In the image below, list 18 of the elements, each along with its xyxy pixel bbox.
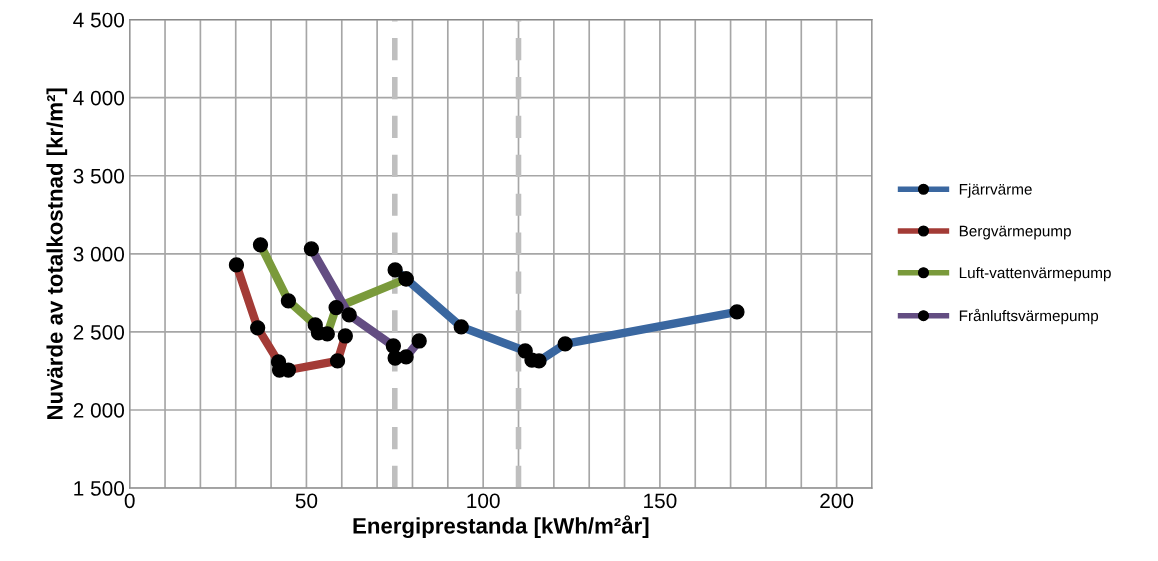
legend-label: Luft-vattenvärmepump xyxy=(959,267,1111,282)
x-tick-label: 50 xyxy=(295,493,318,509)
x-tick-label: 150 xyxy=(644,493,677,509)
y-tick-label: 1 500 xyxy=(74,481,125,496)
y-tick-label: 4 000 xyxy=(73,90,125,106)
y-tick-label: 2 500 xyxy=(73,324,125,340)
legend-label: Bergvärmepump xyxy=(959,225,1071,240)
y-tick-label: 4 500 xyxy=(73,12,125,28)
legend-label: Fjärrvärme xyxy=(959,183,1032,198)
y-tick-label: 3 500 xyxy=(73,168,125,184)
x-tick-label: 200 xyxy=(820,493,854,509)
x-axis-title: Energiprestanda [kWh/m²år] xyxy=(353,515,649,539)
y-tick-label: 2 000 xyxy=(73,403,125,418)
legend-label: Frånluftsvärmepump xyxy=(959,308,1099,325)
x-tick-label: 0 xyxy=(124,493,135,509)
y-tick-label: 3 000 xyxy=(73,246,125,262)
y-axis-title: Nuvärde av totalkostnad [kr/m²] xyxy=(46,88,68,420)
x-tick-label: 100 xyxy=(467,493,500,509)
